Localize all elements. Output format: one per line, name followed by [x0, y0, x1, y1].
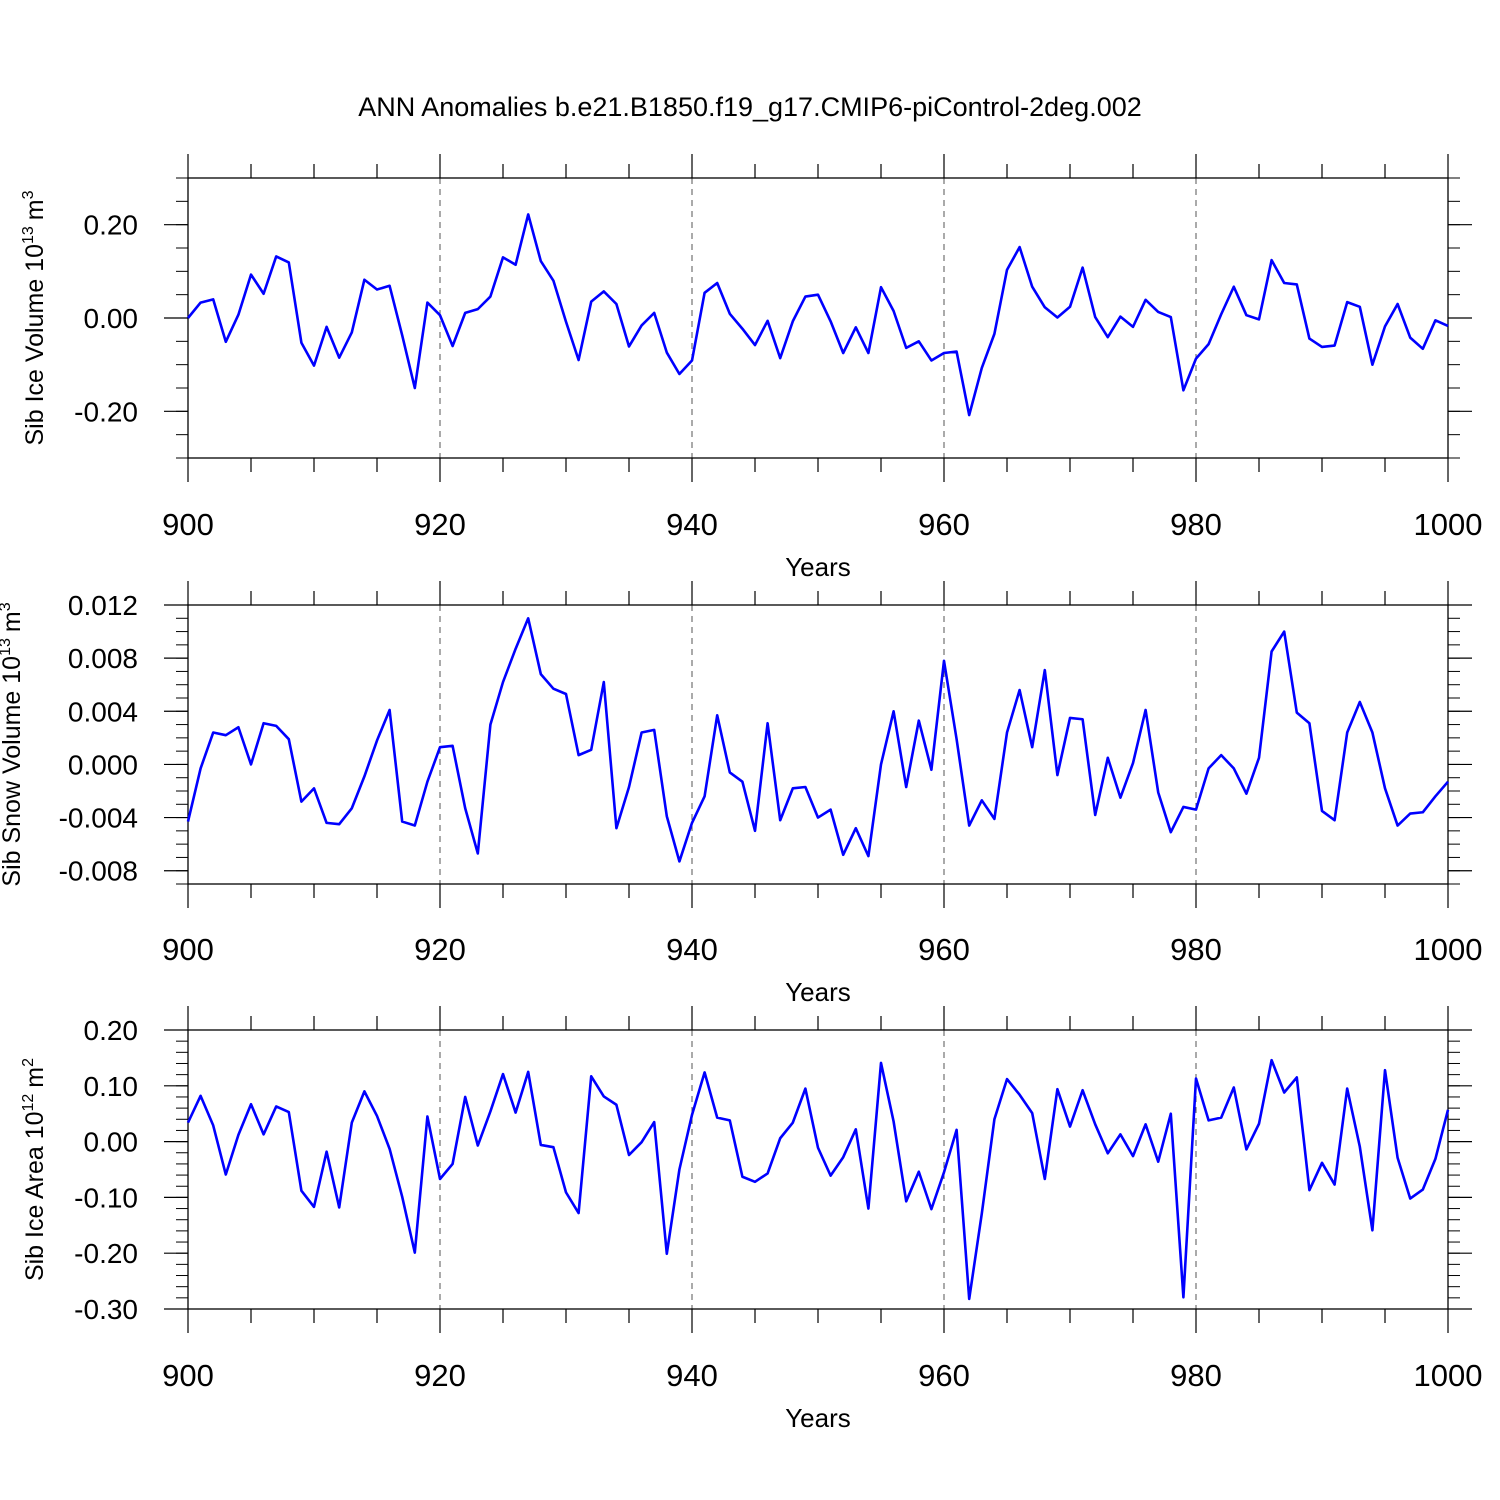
y-label-exponent: 13 — [0, 638, 14, 656]
x-tick-label: 960 — [918, 1358, 970, 1393]
panel-2: 900 920 940 960 980 1000 -0.008 -0.004 0.000 0.00… — [0, 581, 1482, 1007]
x-tick-label: 900 — [162, 1358, 214, 1393]
series-line — [186, 213, 1449, 417]
y-tick-label: -0.004 — [59, 803, 138, 834]
y-label-text: Sib Ice Area 10 — [21, 1111, 49, 1281]
y-label-unit-exponent: 3 — [0, 602, 14, 611]
x-tick-label: 940 — [666, 507, 718, 542]
x-tick-label: 900 — [162, 932, 214, 967]
y-label-unit: m — [21, 199, 49, 220]
y-tick-label: 0.20 — [84, 210, 139, 241]
y-tick-label: 0.004 — [68, 696, 138, 727]
x-tick-label: 1000 — [1414, 1358, 1483, 1393]
y-label-exponent: 13 — [20, 226, 37, 244]
y-tick-label: -0.30 — [74, 1294, 138, 1325]
series-line — [186, 616, 1449, 863]
panel-1: 900 920 940 960 980 1000 -0.20 0.00 0.20 Years Sib… — [20, 154, 1482, 582]
x-tick-label: 1000 — [1414, 507, 1483, 542]
y-tick-label: 0.10 — [84, 1071, 139, 1102]
figure-title: ANN Anomalies b.e21.B1850.f19_g17.CMIP6-… — [358, 92, 1142, 122]
x-tick-label: 980 — [1170, 932, 1222, 967]
y-label-text: Sib Ice Volume 10 — [21, 244, 49, 446]
x-axis-label: Years — [785, 977, 851, 1007]
x-tick-label: 940 — [666, 1358, 718, 1393]
y-label-unit: m — [21, 1067, 49, 1088]
y-tick-label: 0.00 — [84, 1127, 139, 1158]
y-tick-label: 0.012 — [68, 590, 138, 621]
y-tick-label: 0.20 — [84, 1015, 139, 1046]
x-tick-label: 980 — [1170, 1358, 1222, 1393]
x-tick-label: 920 — [414, 1358, 466, 1393]
y-label-text: Sib Snow Volume 10 — [0, 656, 26, 887]
y-label-unit: m — [0, 611, 26, 632]
x-tick-label: 960 — [918, 507, 970, 542]
x-tick-label: 920 — [414, 932, 466, 967]
x-tick-label: 920 — [414, 507, 466, 542]
y-tick-label: -0.10 — [74, 1182, 138, 1213]
y-tick-label: 0.000 — [68, 749, 138, 780]
y-label-unit-exponent: 3 — [20, 190, 37, 199]
series-line — [186, 1058, 1450, 1301]
panel-3: 900 920 940 960 980 1000 -0.30 -0.20 -0.10 0.00 0.… — [20, 1006, 1482, 1433]
x-tick-label: 980 — [1170, 507, 1222, 542]
y-label-exponent: 12 — [20, 1094, 37, 1112]
y-label-unit-exponent: 2 — [20, 1058, 37, 1067]
y-tick-label: 0.008 — [68, 643, 138, 674]
y-tick-label: -0.20 — [74, 396, 138, 427]
y-axis-label: Sib Ice Area 1012 m2 — [20, 1058, 49, 1281]
y-tick-label: -0.008 — [59, 856, 138, 887]
y-tick-label: 0.00 — [84, 303, 139, 334]
y-tick-label: -0.20 — [74, 1238, 138, 1269]
x-tick-label: 960 — [918, 932, 970, 967]
x-tick-label: 940 — [666, 932, 718, 967]
plot-frame — [187, 604, 1449, 885]
y-axis-label: Sib Ice Volume 1013 m3 — [20, 190, 49, 445]
plot-frame — [187, 1029, 1449, 1310]
x-axis-label: Years — [785, 1403, 851, 1433]
y-axis-label: Sib Snow Volume 1013 m3 — [0, 602, 26, 886]
x-tick-label: 900 — [162, 507, 214, 542]
x-axis-label: Years — [785, 552, 851, 582]
x-tick-label: 1000 — [1414, 932, 1483, 967]
